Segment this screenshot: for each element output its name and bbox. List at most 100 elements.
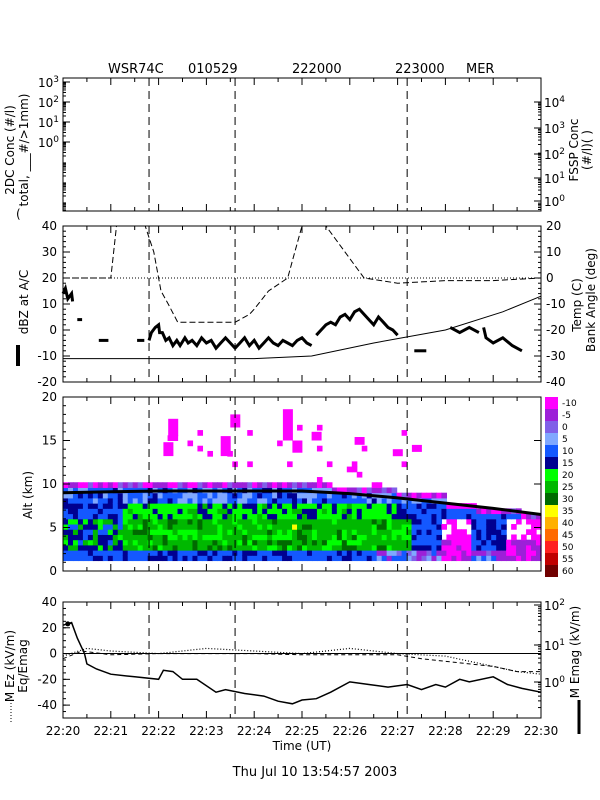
radar-cell xyxy=(302,555,308,562)
radar-cell xyxy=(222,550,228,556)
radar-cell xyxy=(252,497,258,504)
radar-cell xyxy=(321,529,328,535)
radar-cell xyxy=(456,555,462,562)
radar-cell xyxy=(267,482,273,488)
radar-cell xyxy=(107,508,114,515)
radar-cell xyxy=(142,518,149,525)
radar-cell xyxy=(192,544,199,551)
radar-cell xyxy=(376,497,383,504)
radar-cell xyxy=(316,445,323,452)
radar-cell xyxy=(167,529,174,535)
radar-cell xyxy=(87,508,94,515)
radar-cell xyxy=(182,539,189,546)
radar-cell xyxy=(187,555,194,562)
radar-cell xyxy=(371,555,378,562)
emag-tick-label: 100 xyxy=(544,675,565,690)
radar-cell xyxy=(272,503,278,509)
radar-cell xyxy=(222,497,228,504)
radar-cell xyxy=(406,555,413,562)
radar-cell xyxy=(481,550,487,556)
radar-cell xyxy=(461,544,467,551)
radar-cell xyxy=(137,524,144,530)
radar-cell xyxy=(82,497,89,504)
radar-cell xyxy=(117,539,124,546)
radar-cell xyxy=(187,518,194,525)
radar-axes: 0 5 10 15 20 xyxy=(42,390,541,578)
radar-cell xyxy=(222,539,228,546)
radar-cell xyxy=(451,555,457,562)
radar-cell xyxy=(366,529,373,535)
radar-cell xyxy=(386,508,393,515)
radar-cell xyxy=(406,513,413,520)
radar-cell xyxy=(351,518,358,525)
radar-cell xyxy=(326,529,333,535)
radar-cell xyxy=(406,550,413,556)
radar-cell xyxy=(471,518,477,525)
radar-cell xyxy=(212,508,218,515)
radar-cell xyxy=(287,508,293,515)
radar-cell xyxy=(207,513,213,520)
radar-cell xyxy=(247,524,253,530)
radar-cell xyxy=(302,492,308,499)
radar-cell xyxy=(292,555,298,562)
radar-cell xyxy=(217,550,223,556)
radar-cell xyxy=(132,518,139,525)
radar-cell xyxy=(202,492,208,499)
dbz-segment xyxy=(449,325,480,335)
radar-cell xyxy=(122,503,129,509)
radar-cell xyxy=(257,534,263,541)
radar-cell xyxy=(401,534,408,541)
radar-cell xyxy=(491,518,497,525)
radar-cell xyxy=(526,518,532,525)
radar-cell xyxy=(247,534,253,541)
radar-cell xyxy=(461,550,467,556)
radar-cell xyxy=(217,539,223,546)
radar-cell xyxy=(97,508,104,515)
radar-cell xyxy=(371,508,378,515)
radar-cell xyxy=(67,497,74,504)
radar-cell xyxy=(411,513,418,520)
radar-cell xyxy=(346,524,353,530)
radar-cell xyxy=(356,471,363,478)
radar-cell xyxy=(212,544,218,551)
bank-angle-line xyxy=(63,226,541,323)
radar-cell xyxy=(486,555,492,562)
radar-cell xyxy=(272,550,278,556)
temp-tick-label: -30 xyxy=(546,349,566,363)
radar-cell xyxy=(381,497,388,504)
radar-cell xyxy=(67,482,74,488)
radar-cell xyxy=(366,544,373,551)
alt-tick-label: 15 xyxy=(42,434,57,448)
radar-cell xyxy=(351,508,358,515)
radar-cell xyxy=(127,534,134,541)
radar-cell xyxy=(247,529,253,535)
radar-cell xyxy=(157,529,164,535)
radar-cell xyxy=(237,508,243,515)
dbz-tick-label: 40 xyxy=(42,219,57,233)
radar-cell xyxy=(262,503,268,509)
radar-cell xyxy=(297,513,303,520)
panel-radar: 0 5 10 15 20 Alt (km) -10 -5 0 5 10 15 20 25 30 35 40 4… xyxy=(21,390,577,578)
radar-cell xyxy=(441,503,447,509)
concentration-legend-paren: ( xyxy=(16,207,21,221)
radar-cell xyxy=(351,544,358,551)
radar-cell xyxy=(147,550,154,556)
radar-cell xyxy=(501,555,507,562)
colorbar-swatch xyxy=(545,457,558,469)
radar-cell xyxy=(267,529,273,535)
radar-cell xyxy=(152,492,159,499)
radar-cell xyxy=(252,482,258,488)
radar-cell xyxy=(356,518,363,525)
radar-cell xyxy=(217,492,223,499)
radar-cell xyxy=(162,555,169,562)
radar-cell xyxy=(217,534,223,541)
dbz-segment xyxy=(147,321,313,351)
radar-cell xyxy=(262,550,268,556)
radar-cell xyxy=(182,492,189,499)
radar-cell xyxy=(481,518,487,525)
radar-cell xyxy=(117,524,124,530)
radar-cell xyxy=(227,524,233,530)
radar-cell xyxy=(406,497,413,504)
radar-cell xyxy=(117,503,124,509)
radar-cell xyxy=(63,482,69,488)
